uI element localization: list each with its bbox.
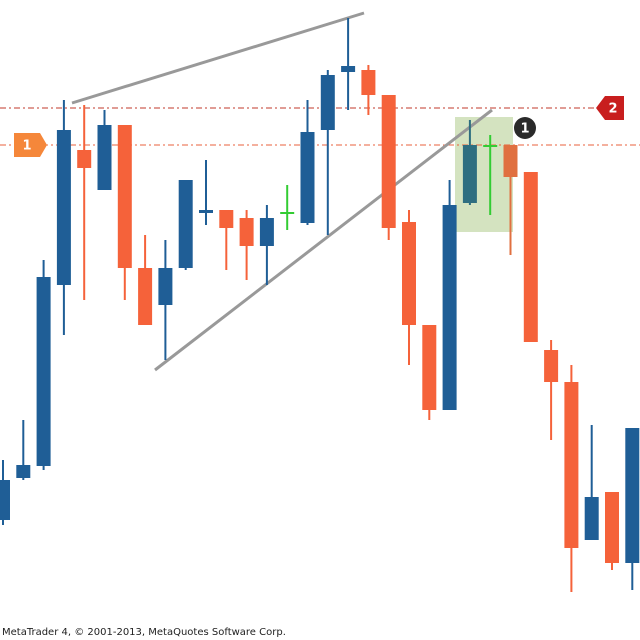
- trend-line-upper: [71, 11, 365, 105]
- marker-circle-label: 1: [520, 122, 529, 137]
- candle-body: [320, 75, 335, 130]
- marker-left-label: 1: [22, 139, 31, 154]
- candle-body: [625, 428, 640, 563]
- candle-body: [158, 268, 173, 305]
- candle-body: [564, 382, 579, 548]
- candle-body: [523, 172, 538, 342]
- candle-body: [605, 492, 619, 563]
- marker-right: [596, 96, 624, 120]
- candle-body: [0, 480, 10, 520]
- candle-body: [117, 125, 132, 268]
- marker-right-label: 2: [608, 102, 617, 117]
- candle-body: [442, 205, 457, 410]
- candle-body: [361, 70, 376, 95]
- candle-body: [280, 212, 295, 214]
- candle-body: [503, 145, 518, 177]
- candle-body: [381, 95, 396, 228]
- candle-body: [219, 210, 234, 228]
- candle-body: [97, 125, 112, 190]
- candle-body: [259, 218, 274, 246]
- marker-circle: [514, 117, 536, 139]
- candle-body: [462, 145, 477, 203]
- candle-body: [77, 150, 92, 168]
- candle-body: [341, 66, 356, 72]
- trend-line-lower: [154, 108, 493, 372]
- candle-body: [422, 325, 437, 410]
- candle-body: [402, 222, 416, 325]
- footer: MetaTrader 4, © 2001-2013, MetaQuotes So…: [2, 627, 286, 638]
- candle-body: [178, 180, 193, 268]
- candle-body: [56, 130, 71, 285]
- candle-body: [199, 210, 213, 213]
- candle-body: [584, 497, 599, 540]
- candle-body: [544, 350, 559, 382]
- candle-body: [300, 132, 315, 223]
- marker-left: [14, 133, 47, 157]
- candle-body: [239, 218, 254, 246]
- candle-body: [483, 145, 498, 147]
- candle-body: [138, 268, 153, 325]
- candle-body: [36, 277, 51, 466]
- candle-body: [16, 465, 31, 478]
